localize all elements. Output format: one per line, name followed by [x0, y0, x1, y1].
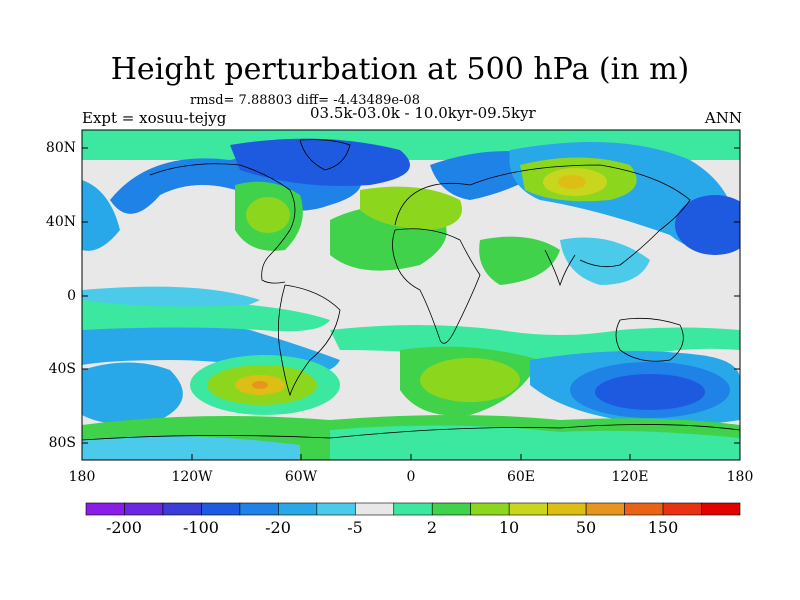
colorbar-label: 150 — [647, 518, 679, 537]
colorbar-label: -200 — [106, 518, 142, 537]
coastline-africa — [392, 228, 481, 344]
period-label: 03.5k-03.0k - 10.0kyr-09.5kyr — [310, 104, 536, 122]
lat-label: 80N — [45, 140, 76, 156]
contour-field — [82, 130, 740, 460]
lon-label: 120E — [611, 469, 649, 485]
coastline-south-america — [277, 284, 341, 397]
south-yellow — [420, 358, 520, 402]
europe-green — [360, 186, 462, 230]
colorbar-label: 2 — [426, 518, 438, 537]
coastline-asia — [469, 164, 691, 268]
colorbar-label: -100 — [183, 518, 219, 537]
colorbar-swatch — [124, 502, 164, 516]
colorbar-swatch — [85, 502, 125, 516]
colorbar-swatch — [162, 502, 202, 516]
lat-label: 40S — [48, 361, 76, 377]
colorbar-label: 10 — [498, 518, 520, 537]
coastline-australia — [615, 317, 684, 362]
nw-pacific-blue — [675, 195, 740, 255]
colorbar-swatch — [701, 502, 741, 516]
colorbar — [85, 502, 741, 516]
lat-ticks — [82, 147, 740, 444]
colorbar-swatch — [278, 502, 318, 516]
greenland-blue — [230, 138, 410, 186]
asia-pacific-blue — [560, 237, 650, 285]
colorbar-swatch — [431, 502, 472, 516]
lon-label: 180 — [726, 469, 754, 485]
indian-ocean-dark-blue — [595, 374, 705, 410]
colorbar-swatch — [662, 502, 702, 516]
south-america-orange — [252, 381, 268, 389]
coastlines — [82, 139, 740, 441]
lon-label: 120W — [171, 469, 213, 485]
lon-label: 180 — [68, 469, 96, 485]
lon-label: 60W — [284, 469, 318, 485]
colorbar-swatch — [316, 502, 356, 516]
colorbar-label: -20 — [265, 518, 291, 537]
coastline-north-america — [149, 163, 296, 284]
asia-gold — [558, 175, 586, 189]
lat-label: 80S — [48, 435, 76, 451]
colorbar-swatch — [470, 502, 510, 516]
lon-label: 0 — [406, 469, 416, 485]
antarctic-blue — [82, 436, 300, 460]
lat-label: 40N — [45, 214, 76, 230]
antarctic-green-2 — [330, 425, 740, 460]
colorbar-swatch — [508, 502, 548, 516]
stats-line: rmsd= 7.88803 diff= -4.43489e-08 — [190, 93, 420, 108]
pacific-blue — [82, 180, 120, 251]
experiment-label: Expt = xosuu-tejyg — [82, 109, 227, 127]
tropical-green — [82, 300, 330, 332]
coastline-antarctica — [82, 424, 740, 441]
map-title: Height perturbation at 500 hPa (in m) — [110, 52, 690, 87]
colorbar-swatch — [354, 502, 395, 516]
coastline-greenland — [299, 139, 351, 171]
colorbar-swatch — [585, 502, 625, 516]
east-asia-green — [479, 236, 560, 285]
lon-ticks — [81, 454, 741, 460]
colorbar-swatch — [547, 502, 587, 516]
colorbar-swatch — [239, 502, 279, 516]
colorbar-swatch — [624, 502, 664, 516]
coastline-europe — [394, 182, 471, 226]
colorbar-swatch — [201, 502, 241, 516]
lat-label: 0 — [67, 288, 76, 304]
west-south-pacific-blue — [82, 362, 183, 424]
lon-label: 60E — [506, 469, 536, 485]
colorbar-label: -5 — [347, 518, 363, 537]
colorbar-swatch — [393, 502, 433, 516]
season-label: ANN — [704, 109, 742, 127]
colorbar-label: 50 — [575, 518, 597, 537]
coastline-india — [544, 249, 576, 287]
na-yellow — [246, 197, 290, 233]
